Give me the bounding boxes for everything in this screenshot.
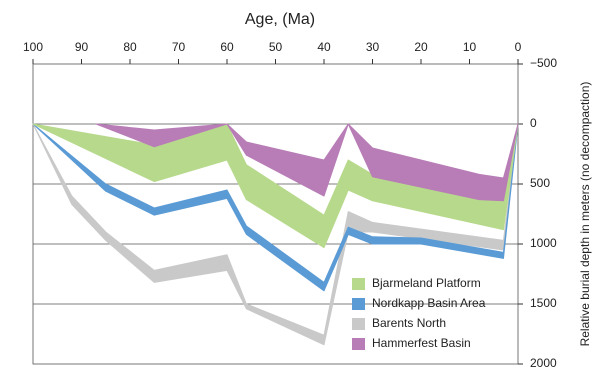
legend-label: Hammerfest Basin bbox=[372, 336, 471, 350]
x-tick-label: 10 bbox=[463, 40, 477, 54]
y-tick-label: 0 bbox=[530, 116, 537, 130]
x-axis-title: Age, (Ma) bbox=[245, 11, 315, 28]
legend-label: Nordkapp Basin Area bbox=[372, 296, 486, 310]
y-tick-label: 500 bbox=[530, 176, 550, 190]
legend-swatch bbox=[352, 278, 365, 290]
band bbox=[95, 123, 519, 202]
y-tick-label: 1000 bbox=[530, 236, 557, 250]
x-tick-label: 0 bbox=[515, 40, 522, 54]
x-tick-label: 50 bbox=[269, 40, 283, 54]
y-tick-label: −500 bbox=[530, 56, 557, 70]
legend-swatch bbox=[352, 318, 365, 330]
x-tick-label: 90 bbox=[75, 40, 89, 54]
legend-swatch bbox=[352, 338, 365, 350]
x-tick-label: 80 bbox=[123, 40, 137, 54]
x-tick-label: 20 bbox=[414, 40, 428, 54]
x-tick-label: 100 bbox=[23, 40, 43, 54]
legend-swatch bbox=[352, 298, 365, 310]
x-tick-label: 40 bbox=[317, 40, 331, 54]
x-tick-label: 30 bbox=[366, 40, 380, 54]
legend-label: Bjarmeland Platform bbox=[372, 276, 481, 290]
legend-label: Barents North bbox=[372, 316, 446, 330]
x-tick-label: 70 bbox=[172, 40, 186, 54]
y-axis-title: Relative burial depth in meters (no deco… bbox=[578, 82, 592, 347]
y-tick-label: 2000 bbox=[530, 356, 557, 370]
x-tick-label: 60 bbox=[220, 40, 234, 54]
y-tick-label: 1500 bbox=[530, 296, 557, 310]
